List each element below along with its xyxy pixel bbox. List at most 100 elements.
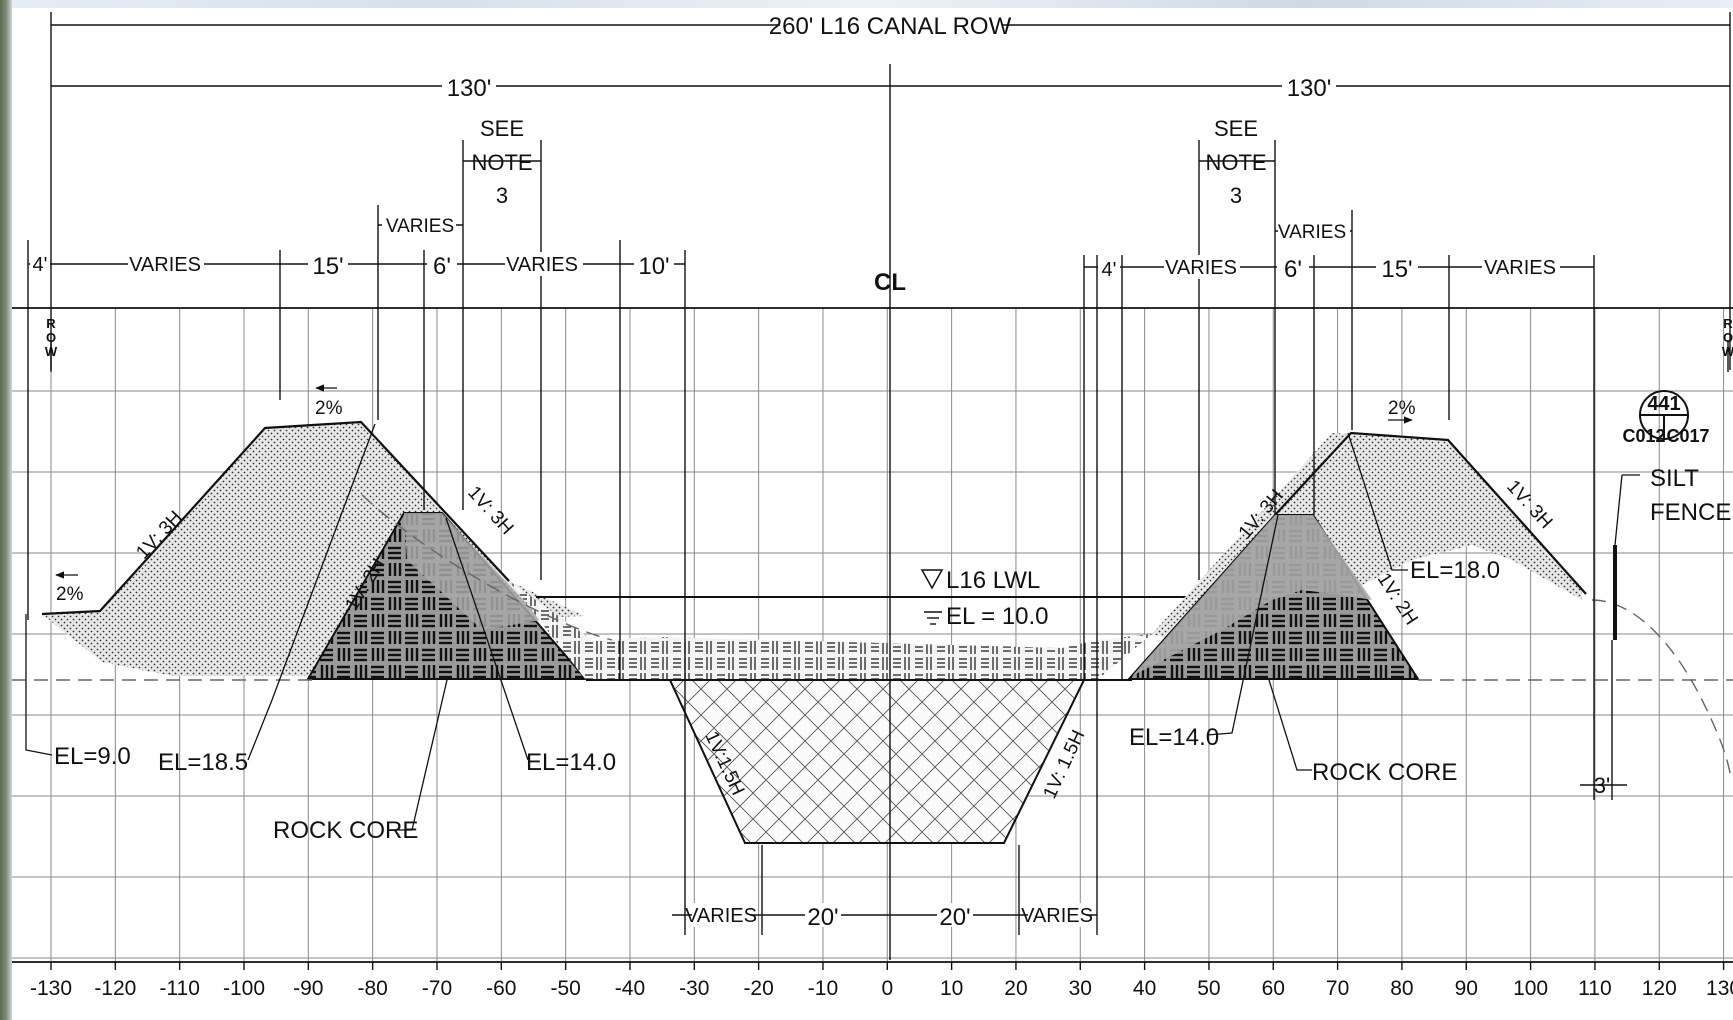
window-edge bbox=[12, 0, 1733, 8]
see-note-left-1: SEE bbox=[480, 116, 524, 141]
axis-tick-label: 80 bbox=[1390, 977, 1413, 1000]
water-elevation-text: EL = 10.0 bbox=[946, 603, 1049, 630]
canal-cross-section-drawing: 260' L16 CANAL ROW 130' 130' SEE NOTE 3 … bbox=[12, 12, 1733, 1000]
left-core-shade bbox=[404, 513, 542, 630]
dim-4-right: 4' bbox=[1102, 259, 1117, 281]
right-core-shade bbox=[1132, 515, 1372, 676]
see-note-left-2: NOTE bbox=[471, 150, 532, 175]
axis-tick-label: -40 bbox=[615, 977, 645, 1000]
axis-tick-label: -120 bbox=[94, 977, 136, 1000]
axis-tick-label: 90 bbox=[1455, 977, 1478, 1000]
row-marker-left-w: W bbox=[45, 344, 58, 359]
axis-tick-label: -100 bbox=[223, 977, 265, 1000]
grade-left-top: 2% bbox=[315, 398, 343, 419]
callout-rock-core-right: ROCK CORE bbox=[1312, 759, 1457, 786]
varies-top-right: VARIES bbox=[1278, 222, 1346, 243]
right-levee-outline bbox=[1274, 431, 1587, 595]
left-levee bbox=[41, 420, 589, 680]
grade-right-top: 2% bbox=[1388, 398, 1416, 419]
callout-el-9: EL=9.0 bbox=[54, 743, 131, 770]
axis-tick-label: 130 bbox=[1706, 977, 1733, 1000]
bottom-chain: VARIES 20' 20' VARIES 3' bbox=[685, 773, 1610, 931]
dim-4-left: 4' bbox=[33, 254, 48, 276]
see-note-right-3: 3 bbox=[1230, 183, 1242, 208]
half-left-label: 130' bbox=[447, 75, 492, 102]
axis-tick-label: -50 bbox=[550, 977, 580, 1000]
axis-tick-label: -80 bbox=[357, 977, 387, 1000]
axis-tick-label: 120 bbox=[1642, 977, 1677, 1000]
dim-varies-left-2: VARIES bbox=[506, 254, 578, 276]
water-label-text: L16 LWL bbox=[946, 567, 1040, 594]
row-label-mask bbox=[780, 12, 1002, 40]
axis-tick-label: -30 bbox=[679, 977, 709, 1000]
row-marker-left-o: O bbox=[46, 330, 56, 345]
callout-el-14-left: EL=14.0 bbox=[526, 749, 616, 776]
water-label: L16 LWL EL = 10.0 bbox=[920, 567, 1049, 630]
varies-mask-r bbox=[1278, 218, 1350, 242]
water-triangle-icon bbox=[920, 569, 944, 590]
top-right-chain: 4' VARIES 6' 15' VARIES bbox=[1098, 255, 1560, 283]
axis-tick-label: 110 bbox=[1578, 977, 1611, 1000]
detail-sheet-right: C017 bbox=[1666, 426, 1709, 446]
callout-el-18-right: EL=18.0 bbox=[1410, 557, 1500, 584]
drawing-sheet: 260' L16 CANAL ROW 130' 130' SEE NOTE 3 … bbox=[12, 0, 1733, 1020]
axis-tick-label: 100 bbox=[1513, 977, 1548, 1000]
dim-varies-right-1: VARIES bbox=[1165, 257, 1237, 279]
detail-reference-bubble: 441 C012 C017 bbox=[1622, 390, 1710, 446]
axis-tick-label: 30 bbox=[1069, 977, 1092, 1000]
callout-rock-core-left: ROCK CORE bbox=[273, 817, 418, 844]
axis-tick-label: 0 bbox=[881, 977, 893, 1000]
axis-tick-label: -130 bbox=[30, 977, 72, 1000]
top-left-chain: 4' VARIES 15' 6' VARIES 10' bbox=[30, 252, 674, 280]
half-right-label: 130' bbox=[1287, 75, 1332, 102]
axis-tick-label: 70 bbox=[1326, 977, 1349, 1000]
row-marker-right-o: O bbox=[1723, 330, 1733, 345]
dim-varies-bottom-right: VARIES bbox=[1021, 905, 1093, 927]
axis-tick-label: -70 bbox=[422, 977, 452, 1000]
dim-varies-bottom-left: VARIES bbox=[685, 905, 757, 927]
callout-silt-fence-2: FENCE bbox=[1650, 499, 1731, 526]
frame-lines bbox=[12, 307, 1733, 963]
station-axis: -130 -120 -110 -100 -90 -80 -70 -60 -50 -40 -30 -20… bbox=[30, 962, 1733, 1000]
axis-tick-label: -90 bbox=[293, 977, 323, 1000]
dim-varies-right-2: VARIES bbox=[1484, 257, 1556, 279]
callouts: EL=9.0 EL=18.5 EL=14.0 ROCK CORE EL=14.0… bbox=[54, 465, 1731, 844]
left-levee-outline bbox=[41, 420, 510, 616]
leader-lines bbox=[25, 423, 1640, 831]
dim-3-offset: 3' bbox=[1594, 773, 1610, 798]
dim-20-right: 20' bbox=[939, 904, 970, 931]
grade-left-toe: 2% bbox=[56, 584, 84, 605]
right-levee bbox=[1126, 431, 1587, 680]
detail-number: 441 bbox=[1647, 393, 1680, 415]
half-left-mask bbox=[442, 74, 496, 100]
row-marker-right-w: W bbox=[1722, 344, 1733, 359]
axis-tick-label: 10 bbox=[940, 977, 963, 1000]
half-right-mask bbox=[1282, 74, 1336, 100]
axis-tick-label: -10 bbox=[808, 977, 838, 1000]
detail-sheet-left: C012 bbox=[1622, 426, 1665, 446]
axis-tick-label: 50 bbox=[1197, 977, 1220, 1000]
existing-ground bbox=[12, 494, 1733, 781]
axis-tick-label: 60 bbox=[1262, 977, 1285, 1000]
row-marker-left-r: R bbox=[46, 316, 56, 331]
varies-mask bbox=[382, 212, 456, 236]
axis-tick-label: -20 bbox=[743, 977, 773, 1000]
dim-6-left: 6' bbox=[433, 253, 451, 280]
callout-el-14-right: EL=14.0 bbox=[1129, 724, 1219, 751]
slope-left-inner: 1V: 3H bbox=[463, 482, 517, 539]
grade-arrows bbox=[55, 384, 1413, 579]
dim-varies-left-1: VARIES bbox=[129, 254, 201, 276]
callout-el-18-5: EL=18.5 bbox=[158, 749, 248, 776]
see-note-right-1: SEE bbox=[1214, 116, 1258, 141]
dim-15-right: 15' bbox=[1381, 256, 1412, 283]
dim-10-left: 10' bbox=[638, 253, 669, 280]
channel-riprap bbox=[509, 581, 1152, 680]
callout-silt-fence-1: SILT bbox=[1650, 465, 1699, 492]
varies-top-left: VARIES bbox=[386, 216, 454, 237]
row-total-label: 260' L16 CANAL ROW bbox=[769, 13, 1012, 40]
axis-tick-label: 20 bbox=[1004, 977, 1027, 1000]
water-level-icon bbox=[924, 611, 942, 625]
see-note-right-2: NOTE bbox=[1205, 150, 1266, 175]
dim-6-right: 6' bbox=[1284, 256, 1302, 283]
see-note-left-3: 3 bbox=[496, 183, 508, 208]
